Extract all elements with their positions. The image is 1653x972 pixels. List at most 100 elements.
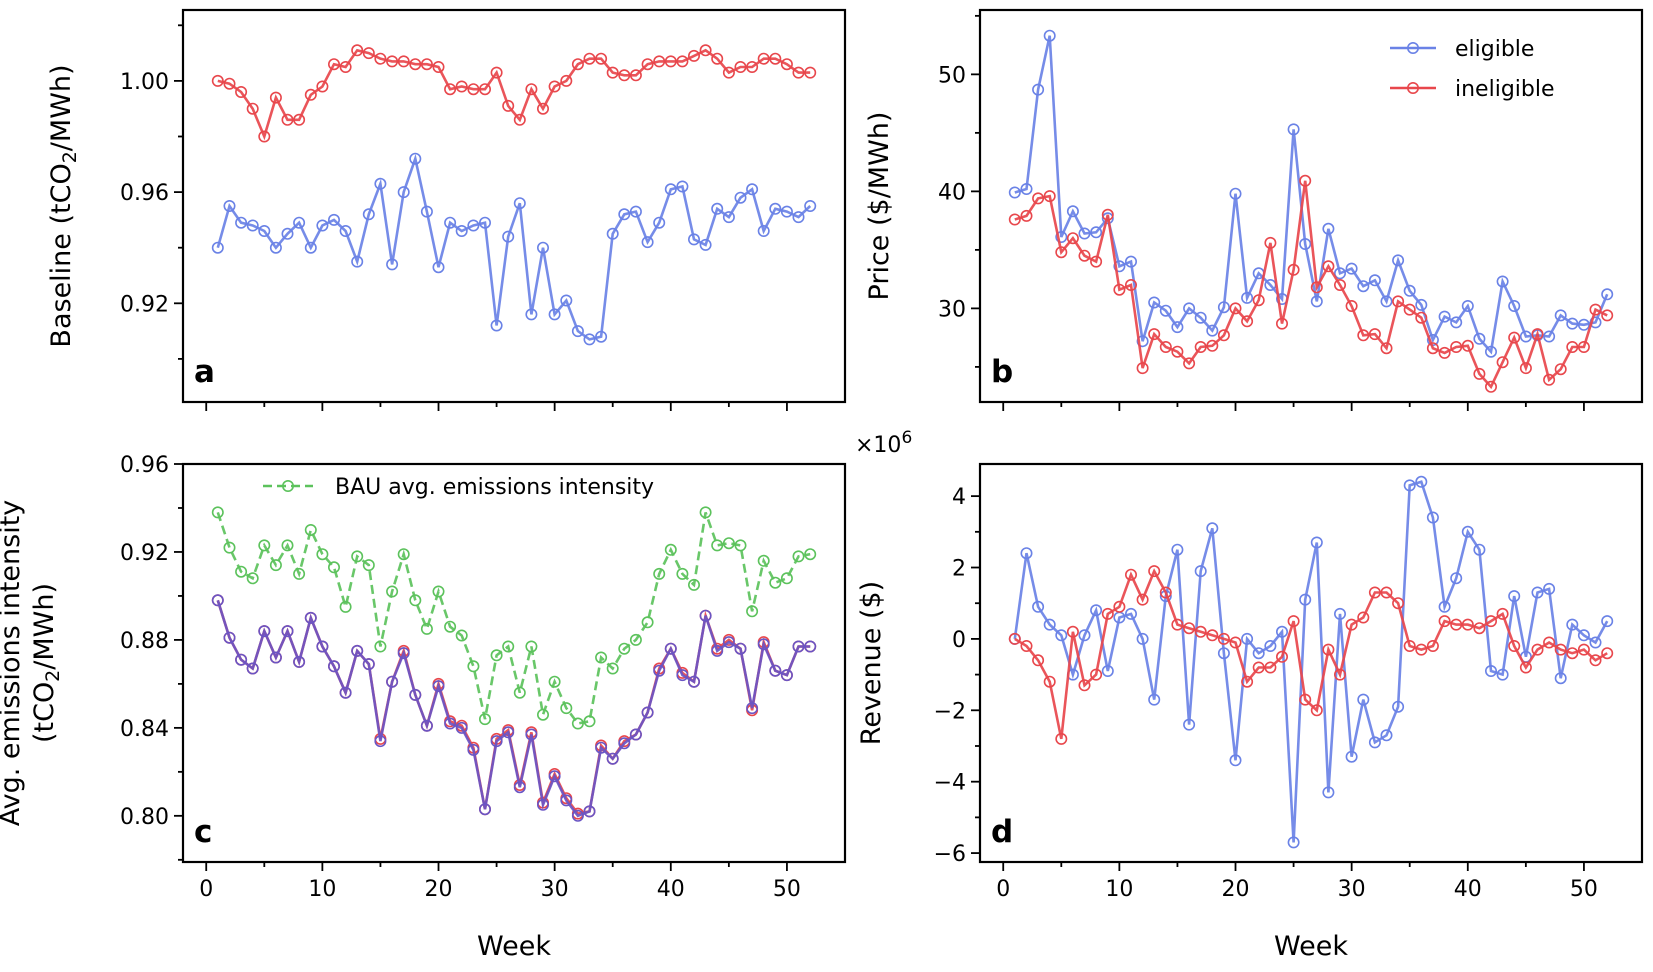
- data-point: [1508, 299, 1521, 312]
- data-point: [327, 58, 340, 71]
- data-point: [258, 539, 271, 552]
- data-point: [571, 325, 584, 338]
- data-point: [281, 625, 294, 638]
- data-point: [1206, 339, 1219, 352]
- legend-entry-ineligible: ineligible: [1390, 77, 1555, 102]
- data-point: [420, 58, 433, 71]
- data-point: [536, 102, 549, 115]
- data-point: [1148, 693, 1161, 706]
- data-point: [1334, 267, 1347, 280]
- data-point: [792, 640, 805, 653]
- data-point: [1043, 29, 1056, 42]
- data-point: [269, 559, 282, 572]
- data-point: [1322, 643, 1335, 656]
- data-point: [1519, 661, 1532, 674]
- data-point: [362, 559, 375, 572]
- data-point: [1159, 304, 1172, 317]
- data-point: [293, 655, 306, 668]
- data-point: [1136, 335, 1149, 348]
- data-point: [420, 622, 433, 635]
- data-point: [746, 605, 759, 618]
- series-line-2: [216, 599, 811, 818]
- data-point: [1485, 664, 1498, 677]
- data-point: [1310, 704, 1323, 717]
- data-point: [711, 644, 724, 657]
- data-point: [1589, 654, 1602, 667]
- data-point: [444, 216, 457, 229]
- data-point: [1078, 249, 1091, 262]
- data-point: [1508, 590, 1521, 603]
- data-point: [235, 653, 248, 666]
- data-point: [293, 113, 306, 126]
- data-point: [1287, 263, 1300, 276]
- data-point: [281, 539, 294, 552]
- data-point: [374, 640, 387, 653]
- data-point: [1426, 342, 1439, 355]
- data-point: [1368, 274, 1381, 287]
- data-point: [1589, 636, 1602, 649]
- data-point: [281, 113, 294, 126]
- data-point: [1461, 525, 1474, 538]
- data-point: [478, 83, 491, 96]
- data-point: [1090, 255, 1103, 268]
- data-point: [351, 44, 364, 57]
- data-point: [327, 213, 340, 226]
- data-point: [1426, 511, 1439, 524]
- panel-b: 30 40 50 Price ($/MWh) b eligible ineligible: [864, 8, 1644, 411]
- y-axis-label: (tCO2/MWh): [29, 583, 64, 743]
- data-point: [1264, 661, 1277, 674]
- x-tick-label: 30: [541, 877, 569, 902]
- data-point: [467, 660, 480, 673]
- data-point: [1078, 629, 1091, 642]
- y-tick-label: −2: [934, 699, 966, 724]
- data-point: [1392, 295, 1405, 308]
- x-tick-label: 0: [996, 877, 1010, 902]
- data-point: [1125, 607, 1138, 620]
- data-point: [1543, 636, 1556, 649]
- data-point: [1322, 260, 1335, 273]
- y-tick-label: −6: [934, 842, 966, 867]
- data-point: [258, 225, 271, 238]
- data-point: [1380, 586, 1393, 599]
- data-point: [1310, 295, 1323, 308]
- data-point: [235, 565, 248, 578]
- data-point: [1403, 303, 1416, 316]
- data-point: [536, 798, 549, 811]
- data-point: [1066, 205, 1079, 218]
- data-point: [1229, 636, 1242, 649]
- data-point: [1299, 174, 1312, 187]
- data-point: [641, 616, 654, 629]
- data-point: [513, 686, 526, 699]
- data-point: [304, 523, 317, 536]
- data-point: [1136, 362, 1149, 375]
- data-point: [1322, 786, 1335, 799]
- data-point: [548, 80, 561, 93]
- data-point: [386, 585, 399, 598]
- y-tick-label: 0.88: [120, 629, 169, 654]
- data-point: [235, 216, 248, 229]
- data-point: [1485, 615, 1498, 628]
- data-point: [664, 543, 677, 556]
- series-line-1: [1014, 568, 1608, 740]
- data-point: [455, 721, 468, 734]
- data-point: [792, 66, 805, 79]
- axes-frame: [978, 462, 1644, 864]
- data-point: [722, 211, 735, 224]
- data-point: [769, 202, 782, 215]
- axes-frame: [181, 8, 847, 404]
- data-point: [1136, 632, 1149, 645]
- data-point: [1461, 618, 1474, 631]
- data-point: [1194, 625, 1207, 638]
- data-point: [1217, 632, 1230, 645]
- data-point: [316, 219, 329, 232]
- data-point: [1020, 183, 1033, 196]
- data-point: [1055, 732, 1068, 745]
- data-point: [1403, 639, 1416, 652]
- data-point: [1299, 693, 1312, 706]
- data-point: [409, 152, 422, 165]
- data-point: [653, 664, 666, 677]
- data-point: [1101, 607, 1114, 620]
- data-point: [444, 620, 457, 633]
- data-point: [374, 52, 387, 65]
- data-point: [1473, 622, 1486, 635]
